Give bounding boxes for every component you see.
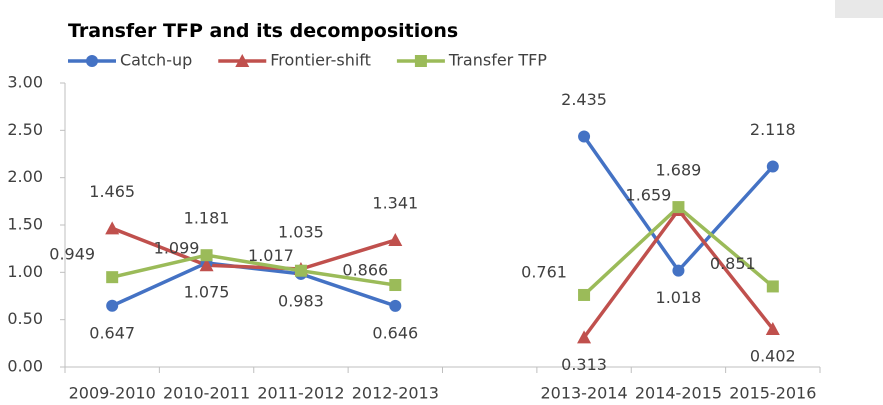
data-label: 0.949 [49,245,95,264]
marker [765,321,780,335]
marker [200,249,213,262]
marker [199,258,214,272]
data-label: 0.402 [750,346,796,365]
marker [388,233,403,247]
marker [672,201,685,214]
marker [106,271,119,284]
y-tick-label: 3.00 [7,73,43,92]
data-label: 2.435 [561,90,607,109]
data-label: 0.983 [278,291,324,310]
corner-box [835,0,883,18]
marker [578,130,591,143]
data-label: 0.313 [561,355,607,374]
y-tick-label: 0.00 [7,357,43,376]
marker [389,279,402,292]
marker [235,54,250,67]
marker [577,330,592,344]
data-label: 0.851 [710,254,756,273]
marker [294,264,307,277]
data-label: 1.018 [656,288,702,307]
y-tick-label: 1.50 [7,215,43,234]
y-tick-label: 1.00 [7,262,43,281]
marker [86,55,98,67]
legend-label: Transfer TFP [448,51,547,70]
x-tick-label: 2015-2016 [729,384,816,403]
marker [766,280,779,293]
data-label: 1.659 [626,185,672,204]
data-label: 0.866 [342,261,388,280]
x-tick-label: 2012-2013 [352,384,439,403]
marker [105,221,120,235]
x-tick-label: 2014-2015 [635,384,722,403]
data-label: 0.647 [89,323,135,342]
x-tick-label: 2009-2010 [69,384,156,403]
legend-label: Catch-up [120,51,192,70]
data-label: 1.017 [248,246,294,265]
y-tick-label: 2.50 [7,120,43,139]
y-tick-label: 0.50 [7,309,43,328]
marker [106,299,119,312]
x-tick-label: 2011-2012 [257,384,344,403]
data-label: 1.035 [278,223,324,242]
marker [389,299,402,312]
x-tick-label: 2010-2011 [163,384,250,403]
marker [766,160,779,173]
marker [672,264,685,277]
data-label: 0.646 [372,323,418,342]
data-label: 1.341 [372,194,418,213]
x-tick-label: 2013-2014 [540,384,627,403]
data-label: 1.181 [184,209,230,228]
data-label: 1.689 [656,161,702,180]
marker [578,288,591,301]
legend-label: Frontier-shift [270,51,371,70]
data-label: 0.761 [521,262,567,281]
data-label: 1.465 [89,182,135,201]
chart-title: Transfer TFP and its decompositions [68,20,458,42]
marker [414,55,427,67]
y-tick-label: 2.00 [7,167,43,186]
data-label: 1.075 [184,283,230,302]
data-label: 1.099 [154,238,200,257]
data-label: 2.118 [750,120,796,139]
